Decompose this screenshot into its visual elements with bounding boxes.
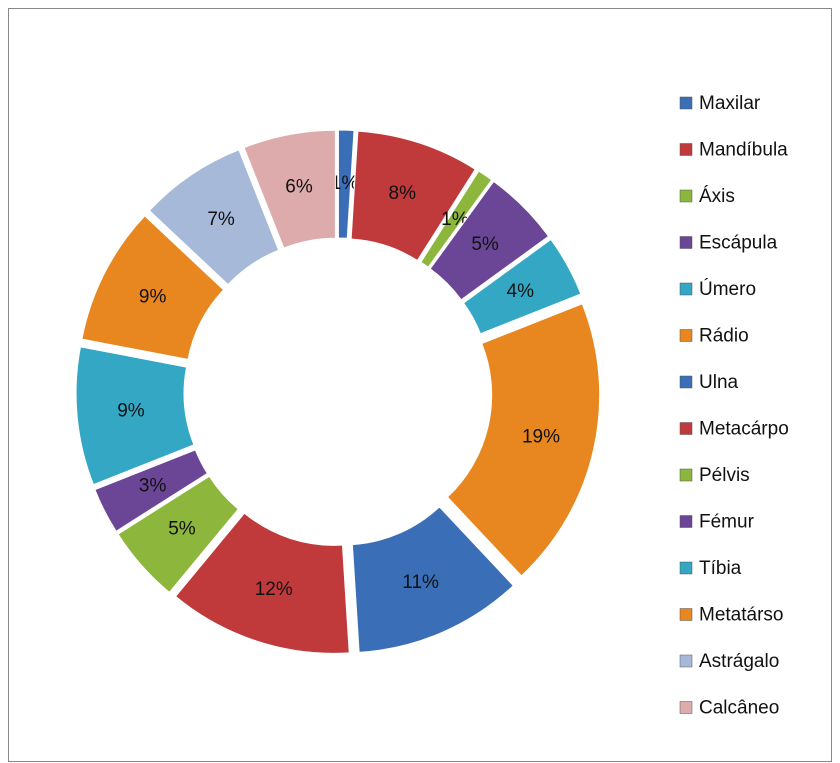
- donut-segment: [81, 215, 225, 360]
- legend-label: Maxilar: [699, 93, 761, 114]
- data-label: 7%: [207, 209, 235, 230]
- data-label: 5%: [168, 519, 196, 540]
- donut-segment: [446, 303, 601, 577]
- legend-label: Úmero: [699, 278, 756, 300]
- legend-swatch: [679, 282, 693, 296]
- data-label: 4%: [507, 281, 535, 302]
- legend-swatch: [679, 701, 693, 714]
- donut-segment: [243, 129, 336, 249]
- legend-label: Rádio: [699, 326, 749, 347]
- legend-label: Pélvis: [699, 465, 750, 486]
- legend-label: Tíbia: [699, 558, 742, 579]
- legend-label: Astrágalo: [699, 651, 779, 672]
- data-label: 12%: [255, 579, 293, 600]
- legend-label: Metacárpo: [699, 419, 789, 440]
- legend-swatch: [679, 96, 693, 110]
- legend-swatch: [679, 515, 693, 528]
- donut-segment: [337, 129, 355, 239]
- data-label: 3%: [139, 475, 167, 496]
- data-label: 1%: [331, 173, 359, 194]
- data-label: 5%: [471, 234, 499, 255]
- legend-label: Escápula: [699, 233, 778, 254]
- legend-swatch: [679, 143, 693, 156]
- donut-segment: [117, 475, 239, 594]
- data-label: 19%: [522, 426, 560, 447]
- data-label: 8%: [389, 183, 417, 204]
- donut-segment: [148, 149, 280, 286]
- legend-swatch: [679, 329, 693, 342]
- legend-swatch: [679, 608, 693, 621]
- data-label: 11%: [402, 572, 439, 593]
- donut-segment: [350, 130, 476, 262]
- legend-label: Ulna: [699, 372, 739, 393]
- data-label: 9%: [139, 287, 167, 308]
- legend-swatch: [679, 468, 693, 482]
- legend-label: Metatárso: [699, 605, 783, 626]
- data-label: 6%: [285, 177, 313, 198]
- donut-segment: [174, 512, 350, 654]
- legend-label: Fémur: [699, 512, 755, 533]
- donut-segment: [94, 449, 209, 532]
- legend-label: Calcâneo: [699, 698, 779, 719]
- legend-swatch: [679, 422, 693, 435]
- legend-swatch: [679, 561, 693, 575]
- donut-segment: [429, 180, 550, 301]
- legend-swatch: [679, 375, 693, 389]
- legend-swatch: [679, 189, 693, 203]
- legend-swatch: [679, 236, 693, 249]
- data-label: 9%: [117, 401, 145, 422]
- donut-segment: [351, 506, 515, 653]
- donut-segment: [420, 170, 493, 268]
- legend-label: Mandíbula: [699, 140, 788, 161]
- donut-segment: [75, 346, 195, 486]
- legend-swatch: [679, 654, 693, 668]
- donut-segment: [462, 238, 582, 335]
- legend-label: Áxis: [699, 186, 735, 207]
